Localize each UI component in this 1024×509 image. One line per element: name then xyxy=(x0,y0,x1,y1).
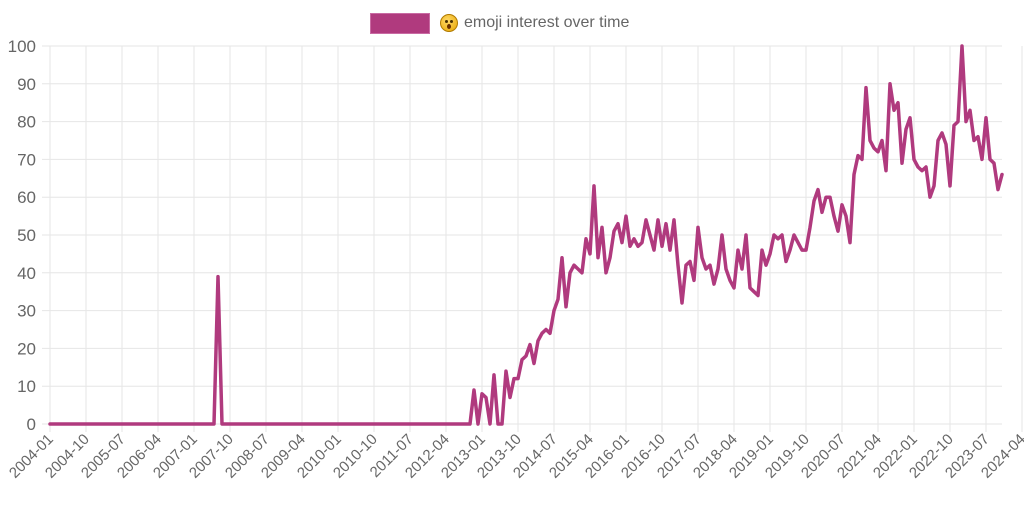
grid-lines xyxy=(42,45,1023,432)
y-tick-label: 100 xyxy=(8,37,36,56)
x-axis-ticks: 2004-012004-102005-072006-042007-012007-… xyxy=(6,431,1024,482)
y-tick-label: 80 xyxy=(17,113,36,132)
legend[interactable]: emoji interest over time xyxy=(370,11,629,35)
y-tick-label: 70 xyxy=(17,150,36,169)
y-tick-label: 90 xyxy=(17,75,36,94)
astonished-face-icon xyxy=(440,14,458,32)
y-tick-label: 30 xyxy=(17,302,36,321)
y-tick-label: 10 xyxy=(17,377,36,396)
y-tick-label: 40 xyxy=(17,264,36,283)
legend-swatch xyxy=(370,12,430,34)
y-tick-label: 50 xyxy=(17,226,36,245)
y-tick-label: 0 xyxy=(27,415,36,434)
legend-label: emoji interest over time xyxy=(464,14,630,31)
y-tick-label: 60 xyxy=(17,188,36,207)
y-tick-label: 20 xyxy=(17,339,36,358)
series-line xyxy=(48,44,1004,426)
y-axis-ticks: 0 10 20 30 40 50 60 70 80 90 100 xyxy=(8,37,36,434)
